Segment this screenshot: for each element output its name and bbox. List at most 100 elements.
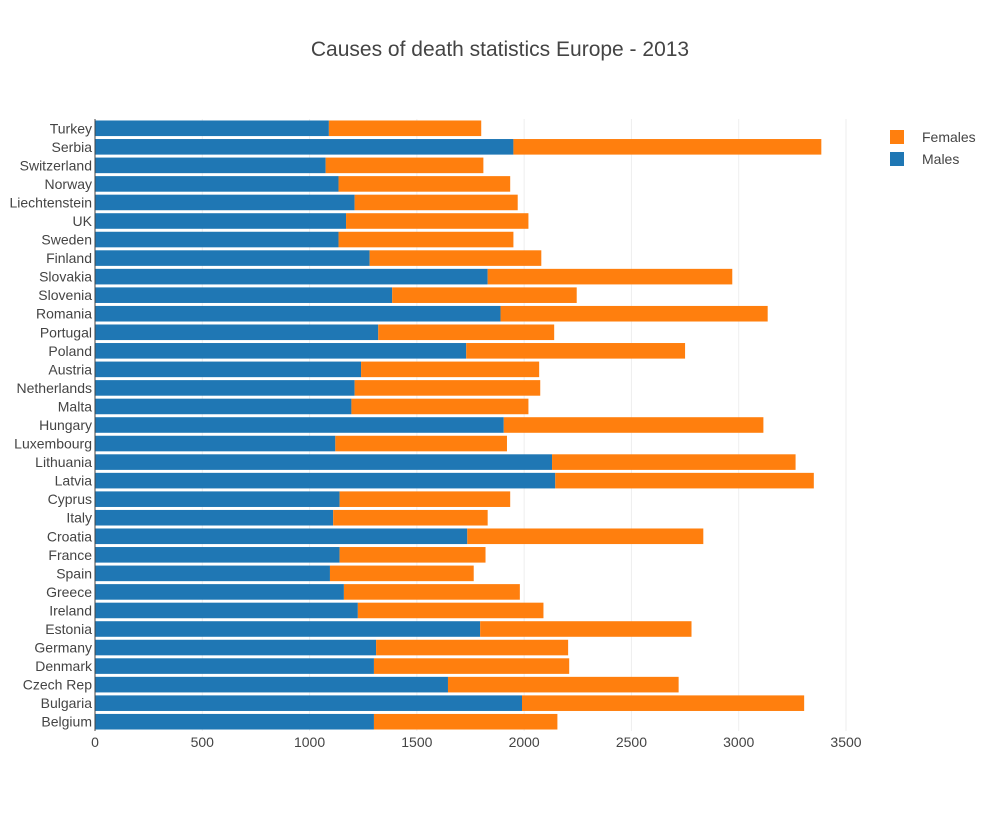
y-tick-label: Sweden: [41, 232, 92, 248]
bar-males-italy[interactable]: [95, 509, 334, 526]
bar-females-serbia[interactable]: [513, 139, 822, 155]
y-tick-label: Greece: [46, 584, 92, 600]
y-tick-label: Slovenia: [38, 287, 92, 303]
bar-females-greece[interactable]: [343, 584, 520, 600]
bar-females-portugal[interactable]: [378, 324, 555, 341]
bar-females-spain[interactable]: [329, 565, 474, 582]
bar-females-norway[interactable]: [338, 176, 511, 192]
bar-females-austria[interactable]: [361, 361, 540, 378]
bar-females-estonia[interactable]: [480, 621, 692, 637]
bar-males-denmark[interactable]: [95, 658, 374, 674]
bar-females-bulgaria[interactable]: [521, 695, 805, 711]
y-tick-label: Liechtenstein: [9, 194, 92, 210]
bar-females-poland[interactable]: [466, 343, 686, 359]
bar-males-portugal[interactable]: [95, 324, 379, 341]
y-tick-label: Lithuania: [35, 454, 92, 470]
bar-males-lithuania[interactable]: [95, 454, 553, 470]
x-tick-label-1000: 1000: [294, 734, 325, 750]
bar-males-turkey[interactable]: [95, 120, 329, 137]
bar-males-romania[interactable]: [95, 305, 501, 322]
bar-males-hungary[interactable]: [95, 417, 504, 433]
bar-females-belgium[interactable]: [373, 713, 558, 730]
bar-males-finland[interactable]: [95, 250, 370, 266]
legend-swatch-females: [890, 130, 904, 144]
y-tick-label: Croatia: [47, 528, 92, 544]
bars: [95, 120, 822, 730]
bar-males-poland[interactable]: [95, 343, 467, 359]
bar-females-czech-rep[interactable]: [447, 676, 679, 693]
bar-males-france[interactable]: [95, 547, 340, 563]
bar-males-cyprus[interactable]: [95, 491, 340, 507]
bar-males-ireland[interactable]: [95, 602, 358, 619]
y-tick-label: Romania: [36, 306, 92, 322]
bar-males-estonia[interactable]: [95, 621, 481, 637]
y-tick-label: Estonia: [45, 621, 92, 637]
bar-females-luxembourg[interactable]: [335, 435, 507, 452]
bar-females-romania[interactable]: [500, 305, 768, 322]
bar-females-slovakia[interactable]: [487, 268, 733, 285]
x-tick-label-0: 0: [91, 734, 99, 750]
bar-males-netherlands[interactable]: [95, 380, 355, 396]
bar-females-ireland[interactable]: [357, 602, 544, 619]
y-tick-label: Cyprus: [48, 491, 92, 507]
bar-females-slovenia[interactable]: [392, 287, 577, 303]
bar-females-denmark[interactable]: [373, 658, 570, 674]
y-tick-label: Italy: [66, 510, 92, 526]
bar-males-uk[interactable]: [95, 213, 347, 229]
x-tick-label-500: 500: [191, 734, 215, 750]
bar-females-latvia[interactable]: [555, 472, 814, 489]
bar-males-latvia[interactable]: [95, 472, 556, 489]
bar-males-croatia[interactable]: [95, 528, 468, 545]
bar-males-spain[interactable]: [95, 565, 330, 582]
bar-males-switzerland[interactable]: [95, 157, 326, 174]
y-tick-label: Belgium: [41, 714, 92, 730]
axes: 0 500 1000 1500 2000 2500 3000 3500 Turkey Serbia…: [9, 119, 862, 750]
bar-males-czech-rep[interactable]: [95, 676, 448, 693]
bar-females-lithuania[interactable]: [552, 454, 796, 470]
bar-males-serbia[interactable]: [95, 139, 514, 155]
bar-females-germany[interactable]: [376, 639, 569, 656]
x-tick-label-2000: 2000: [509, 734, 540, 750]
bar-females-liechtenstein[interactable]: [354, 194, 518, 211]
bar-males-luxembourg[interactable]: [95, 435, 336, 452]
bar-females-uk[interactable]: [346, 213, 529, 229]
y-tick-label: Spain: [56, 565, 92, 581]
y-tick-label: Norway: [45, 176, 92, 192]
bar-males-slovenia[interactable]: [95, 287, 393, 303]
bar-females-switzerland[interactable]: [325, 157, 484, 174]
y-tick-label: Slovakia: [39, 269, 92, 285]
bar-females-cyprus[interactable]: [339, 491, 511, 507]
bar-females-sweden[interactable]: [338, 231, 514, 248]
bar-males-liechtenstein[interactable]: [95, 194, 355, 211]
y-tick-label: Turkey: [50, 120, 92, 136]
chart-title: Causes of death statistics Europe - 2013: [310, 38, 690, 61]
bar-females-netherlands[interactable]: [354, 380, 541, 396]
y-tick-label: Hungary: [39, 417, 92, 433]
y-tick-label: Netherlands: [17, 380, 93, 396]
bar-females-italy[interactable]: [333, 509, 488, 526]
bar-males-bulgaria[interactable]: [95, 695, 522, 711]
bar-males-sweden[interactable]: [95, 231, 339, 248]
bar-females-hungary[interactable]: [503, 417, 764, 433]
bar-males-malta[interactable]: [95, 398, 352, 415]
y-tick-label: Finland: [46, 250, 92, 266]
bar-females-croatia[interactable]: [467, 528, 704, 545]
bar-females-turkey[interactable]: [328, 120, 482, 137]
bar-females-finland[interactable]: [369, 250, 542, 266]
y-tick-label: Austria: [48, 361, 92, 377]
y-tick-label: Luxembourg: [14, 436, 92, 452]
bar-males-slovakia[interactable]: [95, 268, 488, 285]
y-tick-label: Bulgaria: [41, 695, 93, 711]
bar-males-greece[interactable]: [95, 584, 344, 600]
bar-males-austria[interactable]: [95, 361, 362, 378]
legend-item-females[interactable]: Females: [890, 126, 976, 148]
bar-females-malta[interactable]: [351, 398, 529, 415]
bar-males-norway[interactable]: [95, 176, 339, 192]
legend-item-males[interactable]: Males: [890, 148, 976, 170]
bar-females-france[interactable]: [339, 547, 486, 563]
bar-males-belgium[interactable]: [95, 713, 374, 730]
y-tick-label: Malta: [58, 398, 92, 414]
y-tick-label: Ireland: [49, 602, 92, 618]
bar-males-germany[interactable]: [95, 639, 377, 656]
